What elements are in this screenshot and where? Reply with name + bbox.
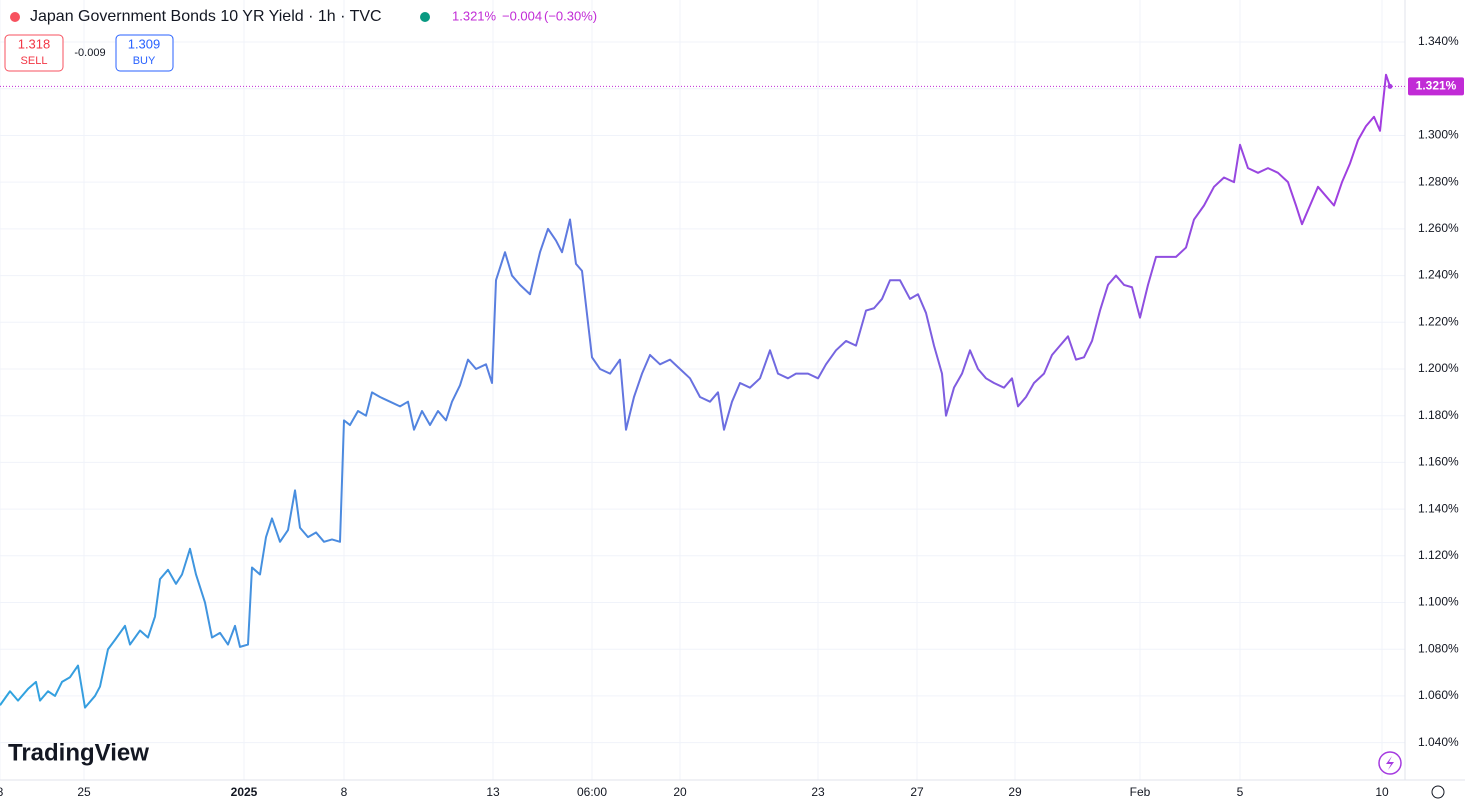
y-tick-label: 1.080% <box>1418 641 1459 655</box>
y-tick-label: 1.300% <box>1418 128 1459 142</box>
y-tick-label: 1.240% <box>1418 268 1459 282</box>
x-tick-label: 23 <box>811 785 825 799</box>
sell-button[interactable] <box>4 34 64 72</box>
price: 1.321% <box>452 8 497 23</box>
market-dot <box>420 12 430 22</box>
lightning-icon <box>1386 756 1394 770</box>
x-tick-label: 20 <box>673 785 687 799</box>
change: −0.004 <box>502 8 542 23</box>
line-series <box>0 73 1391 709</box>
x-tick-label: 27 <box>910 785 924 799</box>
x-tick-label: 10 <box>1375 785 1389 799</box>
y-tick-label: 1.100% <box>1418 595 1459 609</box>
x-tick-label: 25 <box>77 785 91 799</box>
status-dot <box>10 12 20 22</box>
x-tick-label: 06:00 <box>577 785 607 799</box>
y-tick-label: 1.260% <box>1418 221 1459 235</box>
y-tick-label: 1.060% <box>1418 688 1459 702</box>
y-tick-label: 1.180% <box>1418 408 1459 422</box>
y-tick-label: 1.160% <box>1418 455 1459 469</box>
x-tick-label: 8 <box>0 785 4 799</box>
watermark: TradingView <box>8 739 149 766</box>
x-tick-label: 2025 <box>231 785 258 799</box>
buy-button[interactable] <box>115 34 174 72</box>
x-tick-label: 13 <box>486 785 500 799</box>
last-price-box <box>1408 77 1464 96</box>
spread: -0.009 <box>74 47 105 59</box>
y-tick-label: 1.220% <box>1418 314 1459 328</box>
change-pct: (−0.30%) <box>544 8 597 23</box>
buy-price: 1.309 <box>128 36 161 51</box>
sell-label: SELL <box>21 55 48 67</box>
buy-label: BUY <box>133 55 156 67</box>
sell-price: 1.318 <box>18 36 51 51</box>
y-tick-label: 1.120% <box>1418 548 1459 562</box>
x-tick-label: 29 <box>1008 785 1022 799</box>
settings-button[interactable] <box>1431 785 1445 799</box>
x-tick-label: 5 <box>1237 785 1244 799</box>
y-tick-label: 1.140% <box>1418 501 1459 515</box>
y-tick-label: 1.200% <box>1418 361 1459 375</box>
last-price-label: 1.321% <box>1416 79 1457 93</box>
y-tick-label: 1.040% <box>1418 735 1459 749</box>
x-tick-label: 8 <box>341 785 348 799</box>
y-tick-label: 1.280% <box>1418 174 1459 188</box>
x-tick-label: Feb <box>1130 785 1151 799</box>
y-tick-label: 1.340% <box>1418 34 1459 48</box>
chart-title: Japan Government Bonds 10 YR Yield · 1h … <box>30 8 382 25</box>
